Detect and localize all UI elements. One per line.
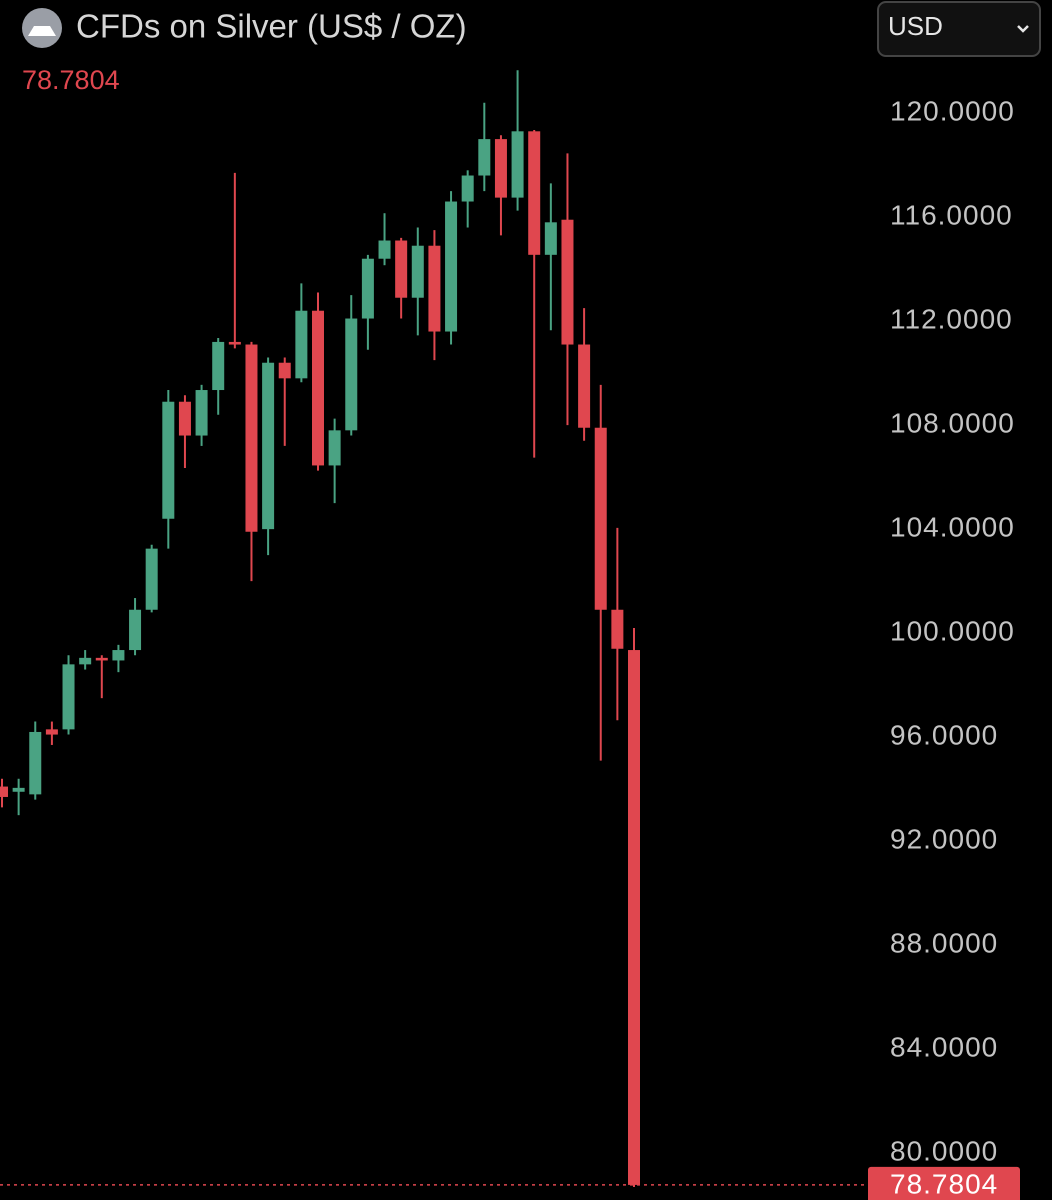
y-tick-label: 88.0000: [890, 928, 998, 959]
candle-body: [79, 657, 92, 665]
candle-body: [12, 787, 25, 792]
symbol-icon-bars: [28, 26, 56, 36]
y-tick-label: 84.0000: [890, 1032, 998, 1063]
candle-body: [428, 245, 441, 332]
candle-body: [361, 258, 374, 319]
candle-body: [594, 427, 607, 610]
candle-body: [95, 657, 108, 661]
candle-body: [445, 201, 458, 332]
candle-body: [162, 401, 175, 519]
y-tick-label: 80.0000: [890, 1136, 998, 1167]
candle-body: [312, 310, 324, 466]
y-tick-label: 100.0000: [890, 616, 1015, 647]
plot-area: 120.0000 116.0000 112.0000 108.0000 104.0000…: [0, 70, 1020, 1200]
candle-body: [494, 139, 507, 198]
candle-body: [628, 650, 640, 1185]
candle-body: [544, 222, 557, 255]
candle-body: [29, 731, 42, 795]
y-tick-label: 92.0000: [890, 824, 998, 855]
candle-body: [212, 341, 225, 391]
candle-body: [278, 362, 291, 379]
candle-body: [478, 139, 491, 176]
dropdown-arrow[interactable]: [1017, 25, 1029, 33]
candle-body: [528, 131, 541, 255]
y-tick-label: 108.0000: [890, 408, 1015, 439]
y-tick-label: 96.0000: [890, 720, 998, 751]
candle-body: [228, 341, 241, 345]
candle-body: [561, 219, 574, 345]
candle-body: [262, 362, 275, 530]
currency-label[interactable]: USD: [888, 11, 943, 41]
candle-body: [378, 240, 391, 259]
last-price: 78.7804: [22, 65, 120, 95]
candle-body: [145, 548, 158, 610]
candle-body: [295, 310, 308, 379]
candle-body: [62, 664, 75, 730]
candle-body: [112, 650, 125, 661]
chart-title: CFDs on Silver (US$ / OZ): [76, 8, 467, 45]
last-price-box: [868, 1166, 1020, 1200]
candle-body: [578, 344, 591, 428]
candle-body: [45, 729, 58, 735]
y-tick-label: 112.0000: [890, 304, 1013, 335]
y-tick-label: 104.0000: [890, 512, 1015, 543]
last-price-axis-label: 78.7804: [890, 1168, 998, 1199]
candle-body: [328, 430, 341, 466]
y-tick-label: 120.0000: [890, 96, 1015, 127]
y-tick-label: 116.0000: [890, 200, 1013, 231]
candle-body: [345, 318, 358, 431]
candle-body: [178, 401, 191, 436]
candle-body: [411, 245, 424, 298]
candle-body: [395, 240, 408, 298]
candle-body: [0, 786, 8, 797]
candle-body: [245, 344, 258, 532]
currency-select[interactable]: [877, 1, 1041, 57]
candle-body: [129, 609, 142, 651]
candle-body: [511, 131, 524, 198]
candle-body: [195, 390, 208, 436]
candle-body: [611, 609, 624, 649]
candle-body: [461, 175, 474, 202]
